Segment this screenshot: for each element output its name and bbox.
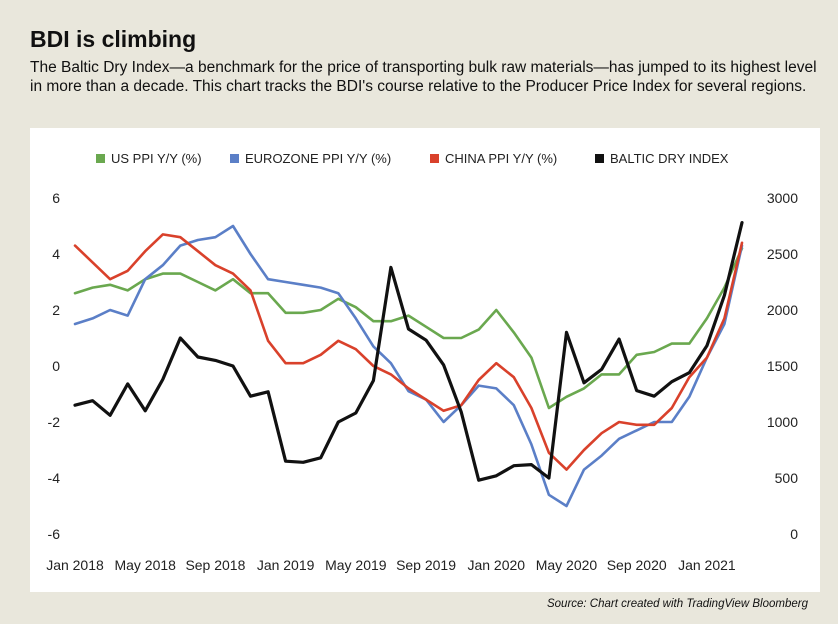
chart-svg: US PPI Y/Y (%) EUROZONE PPI Y/Y (%) CHINA …: [46, 151, 798, 573]
legend-swatch: [230, 154, 239, 163]
legend-label: EUROZONE PPI Y/Y (%): [245, 151, 391, 166]
x-tick-label: May 2020: [536, 557, 598, 573]
legend-label: CHINA PPI Y/Y (%): [445, 151, 557, 166]
right-tick-label: 2000: [767, 302, 798, 318]
x-tick-label: Jan 2019: [257, 557, 315, 573]
left-tick-label: -4: [48, 470, 61, 486]
left-tick-label: 2: [52, 302, 60, 318]
right-tick-label: 500: [775, 470, 799, 486]
chart-description: The Baltic Dry Index—a benchmark for the…: [30, 59, 817, 95]
source-note: Source: Chart created with TradingView B…: [546, 598, 808, 610]
right-tick-label: 3000: [767, 190, 798, 206]
x-tick-label: May 2019: [325, 557, 387, 573]
series-line: [73, 224, 744, 508]
x-tick-label: Sep 2019: [396, 557, 456, 573]
left-tick-label: 0: [52, 358, 60, 374]
legend-swatch: [595, 154, 604, 163]
chart-panel: US PPI Y/Y (%) EUROZONE PPI Y/Y (%) CHINA …: [30, 128, 820, 592]
x-tick-label: Sep 2020: [607, 557, 667, 573]
x-tick-label: May 2018: [114, 557, 176, 573]
left-tick-label: -6: [48, 526, 61, 542]
right-axis-ticks: 3000 2500 2000 1500 1000 500 0: [767, 190, 798, 542]
left-tick-label: 4: [52, 246, 60, 262]
left-tick-label: 6: [52, 190, 60, 206]
chart-title: BDI is climbing: [30, 26, 197, 52]
legend-item: EUROZONE PPI Y/Y (%): [230, 151, 391, 166]
series-line: [73, 247, 744, 410]
x-tick-label: Sep 2018: [185, 557, 245, 573]
x-tick-label: Jan 2018: [46, 557, 104, 573]
legend-item: CHINA PPI Y/Y (%): [430, 151, 557, 166]
x-tick-label: Jan 2020: [467, 557, 525, 573]
left-tick-label: -2: [48, 414, 61, 430]
legend: US PPI Y/Y (%) EUROZONE PPI Y/Y (%) CHINA …: [96, 151, 729, 166]
legend-label: US PPI Y/Y (%): [111, 151, 202, 166]
series-lines: [73, 220, 744, 508]
right-tick-label: 0: [790, 526, 798, 542]
x-axis-ticks: Jan 2018 May 2018 Sep 2018 Jan 2019 May 2019…: [46, 557, 736, 573]
series-line: [73, 220, 744, 482]
right-tick-label: 1500: [767, 358, 798, 374]
legend-label: BALTIC DRY INDEX: [610, 151, 729, 166]
series-line: [73, 233, 744, 471]
legend-item: BALTIC DRY INDEX: [595, 151, 729, 166]
left-axis-ticks: 6 4 2 0 -2 -4 -6: [48, 190, 61, 542]
right-tick-label: 2500: [767, 246, 798, 262]
legend-swatch: [430, 154, 439, 163]
legend-swatch: [96, 154, 105, 163]
x-tick-label: Jan 2021: [678, 557, 736, 573]
legend-item: US PPI Y/Y (%): [96, 151, 202, 166]
right-tick-label: 1000: [767, 414, 798, 430]
